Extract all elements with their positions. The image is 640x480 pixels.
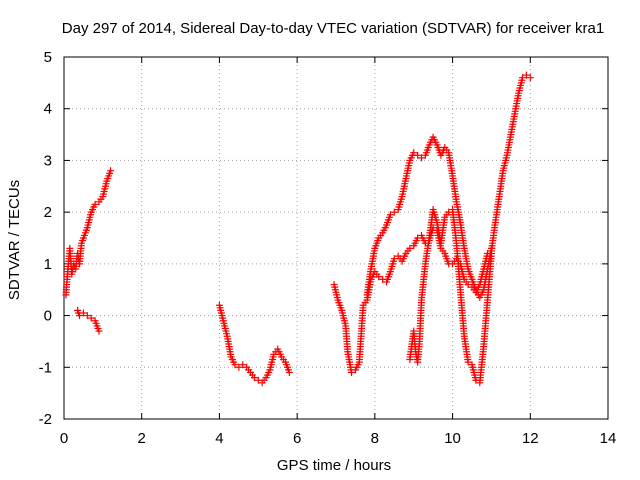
data-point — [414, 151, 422, 159]
data-point — [107, 167, 115, 175]
x-tick-label: 6 — [293, 430, 301, 447]
series-arc-4 — [330, 71, 534, 376]
data-point — [375, 273, 383, 281]
data-point — [526, 74, 534, 82]
data-point — [487, 250, 495, 258]
data-point — [87, 314, 95, 322]
series-arc-1 — [62, 167, 115, 299]
series-arc-2 — [74, 306, 103, 335]
data-point — [235, 363, 243, 371]
x-tick-label: 14 — [600, 430, 617, 447]
data-point — [231, 361, 239, 369]
data-point — [390, 208, 398, 216]
x-tick-label: 8 — [371, 430, 379, 447]
y-tick-label: 5 — [44, 49, 52, 66]
data-point — [410, 149, 418, 157]
data-point — [95, 327, 103, 335]
data-point — [76, 312, 84, 320]
x-tick-label: 0 — [60, 430, 68, 447]
x-tick-labels: 0 2 4 6 8 10 12 14 — [60, 430, 617, 447]
data-point — [417, 154, 425, 162]
data-point — [386, 211, 394, 219]
y-tick-label: 2 — [44, 204, 52, 221]
data-point — [519, 74, 527, 82]
data-point — [239, 361, 247, 369]
x-tick-label: 12 — [522, 430, 539, 447]
data-point — [91, 200, 99, 208]
x-tick-label: 2 — [138, 430, 146, 447]
data-point — [285, 368, 293, 376]
y-axis-label: SDTVAR / TECUs — [6, 180, 23, 300]
data-point — [522, 71, 530, 79]
series-arc-3 — [215, 301, 293, 387]
y-tick-label: 3 — [44, 152, 52, 169]
y-tick-label: -1 — [39, 359, 52, 376]
series-arc-6 — [406, 206, 495, 387]
y-tick-label: 1 — [44, 256, 52, 273]
data-point — [83, 312, 91, 320]
y-tick-labels: -2 -1 0 1 2 3 4 5 — [39, 49, 52, 428]
chart-title: Day 297 of 2014, Sidereal Day-to-day VTE… — [62, 20, 604, 37]
x-axis-label: GPS time / hours — [277, 457, 391, 474]
data-point — [406, 244, 414, 252]
plot-frame — [63, 56, 609, 420]
y-tick-label: 4 — [44, 101, 52, 118]
y-tick-label: -2 — [39, 411, 52, 428]
data-point — [79, 309, 87, 317]
data-point — [250, 374, 258, 382]
data-markers — [62, 71, 534, 387]
axis-ticks — [63, 56, 609, 420]
grid — [64, 57, 608, 419]
x-tick-label: 4 — [215, 430, 223, 447]
y-tick-label: 0 — [44, 308, 52, 325]
data-point — [464, 358, 472, 366]
data-point — [348, 368, 356, 376]
x-tick-label: 10 — [444, 430, 461, 447]
plot-border — [63, 56, 609, 420]
